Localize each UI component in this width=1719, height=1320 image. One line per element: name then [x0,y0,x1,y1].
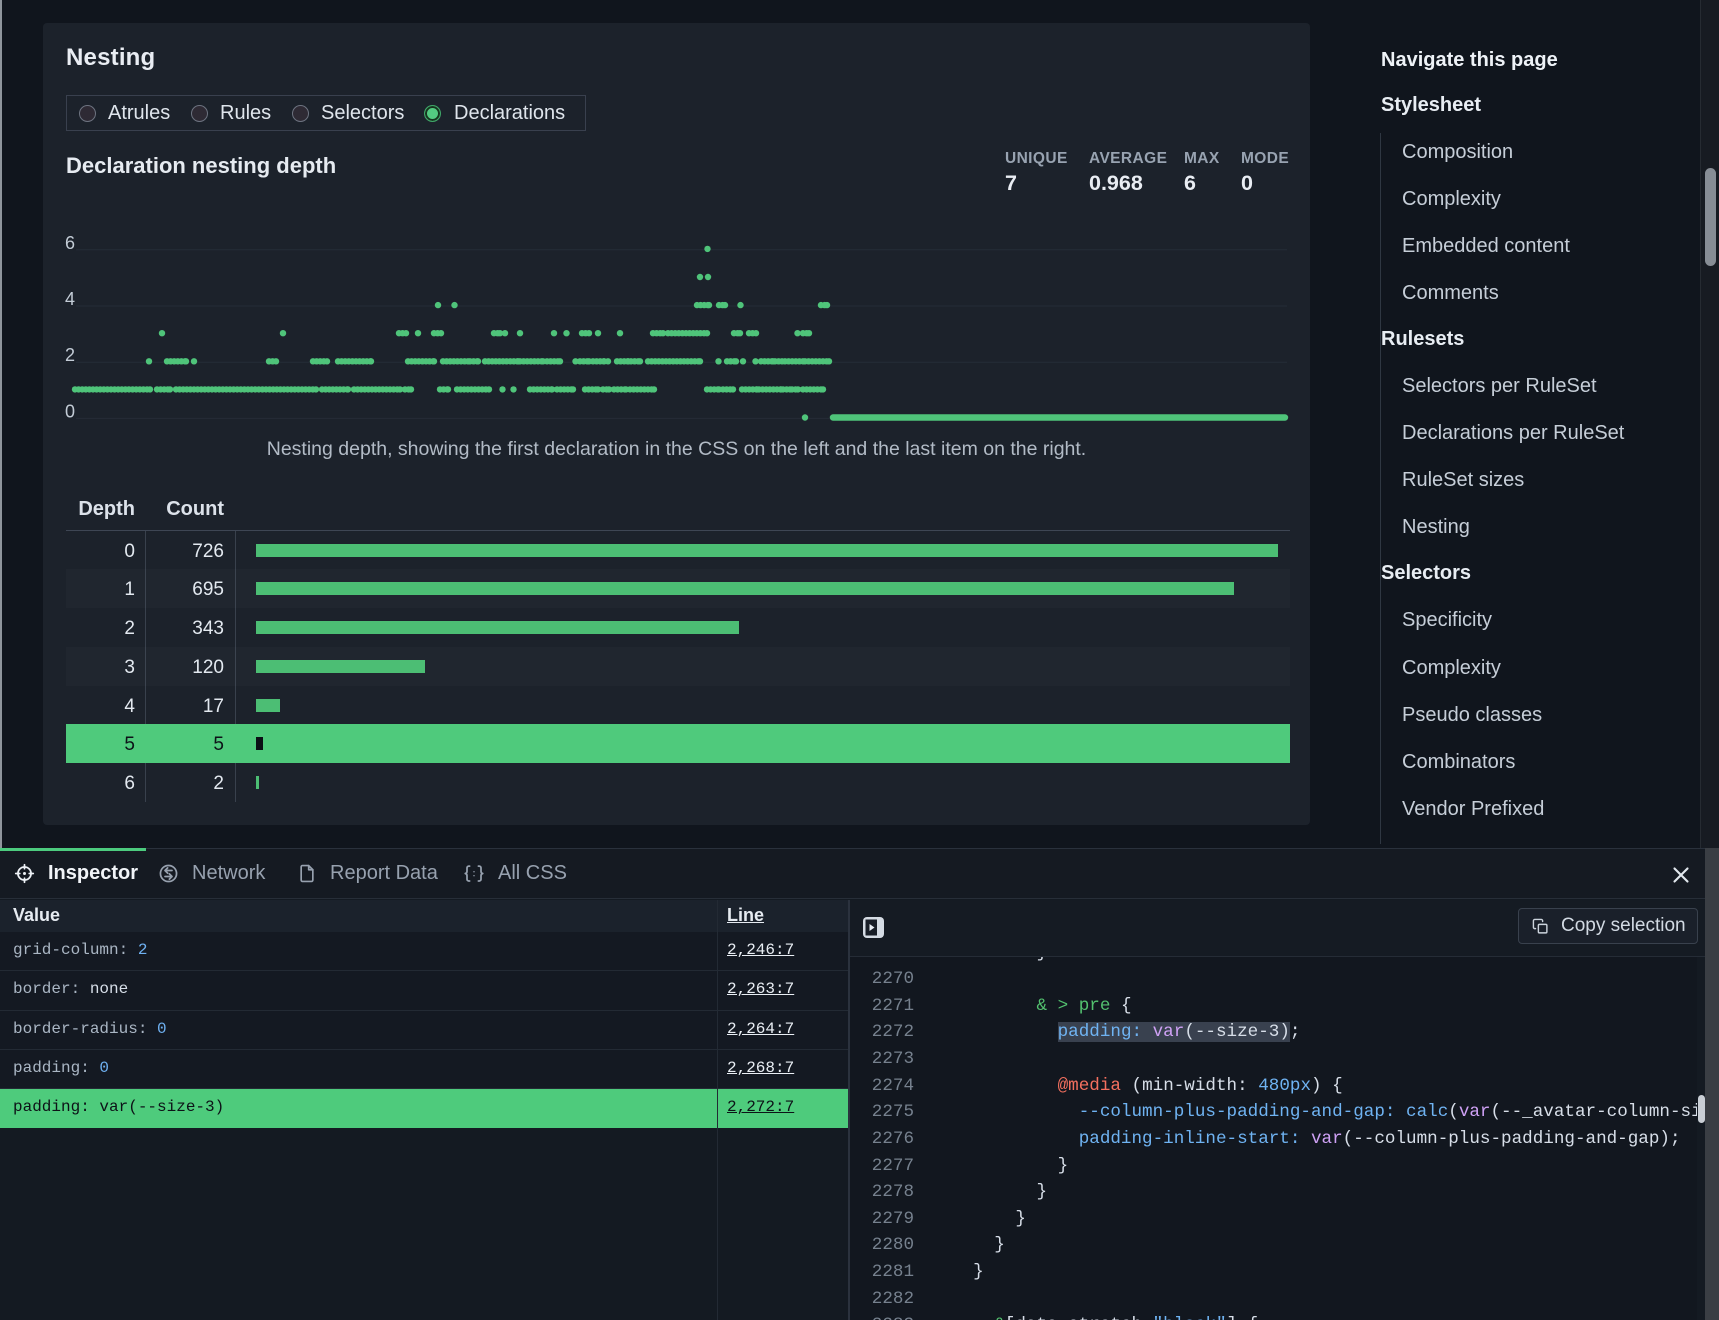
svg-text:4: 4 [65,289,75,309]
svg-text:2: 2 [65,345,75,365]
svg-text:0: 0 [65,401,75,421]
svg-text:6: 6 [65,233,75,253]
